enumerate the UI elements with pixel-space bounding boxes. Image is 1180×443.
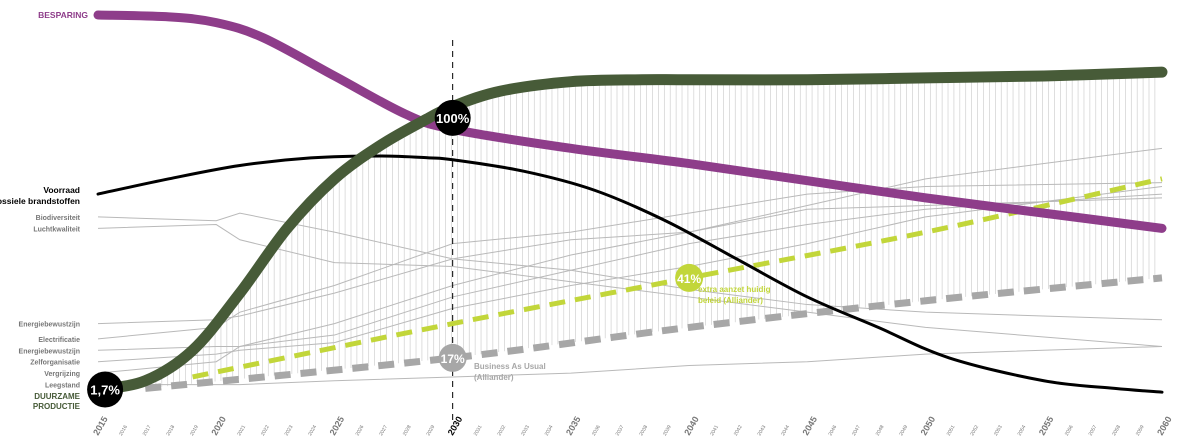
x-tick-label: 2058	[1111, 424, 1122, 437]
indicator-line	[97, 197, 1163, 325]
indicator-label: Biodiversiteit	[36, 215, 81, 222]
x-tick-label: 2040	[682, 415, 701, 437]
series-line	[144, 274, 1163, 392]
label-voorraad-2: Fossiele brandstoffen	[0, 196, 80, 206]
indicator-label: Vergrijzing	[44, 371, 80, 378]
x-tick-label: 2042	[733, 424, 744, 437]
x-tick-label: 2026	[355, 424, 366, 437]
x-tick-label: 2046	[828, 424, 839, 437]
x-tick-label: 2054	[1017, 424, 1028, 437]
x-tick-label: 2030	[446, 415, 465, 437]
indicator-line	[98, 345, 1163, 386]
series-line	[93, 10, 1167, 233]
x-axis-ticks: 2015 2016 2017 2018 2019 2020 2021 2022 2023 2024…	[91, 415, 1174, 437]
label-bau-1: Business As Usual	[474, 362, 546, 371]
x-tick-label: 2037	[615, 424, 626, 437]
x-tick-label: 2052	[969, 424, 980, 437]
label-voorraad-1: Voorraad	[43, 185, 80, 195]
x-tick-label: 2017	[142, 424, 153, 437]
x-tick-label: 2047	[851, 424, 862, 437]
indicator-label: Energiebewustzijn	[19, 348, 80, 355]
x-tick-label: 2053	[993, 424, 1004, 437]
label-duurzame-2: PRODUCTIE	[33, 402, 81, 411]
x-tick-label: 2033	[520, 424, 531, 437]
x-tick-label: 2025	[328, 415, 347, 437]
x-tick-label: 2032	[496, 424, 507, 437]
label-besparing: BESPARING	[38, 10, 88, 20]
x-tick-label: 2023	[284, 424, 295, 437]
marker-label: 1,7%	[90, 383, 120, 398]
x-tick-label: 2018	[165, 424, 176, 437]
x-tick-label: 2027	[378, 424, 389, 437]
series-line	[92, 66, 1168, 396]
indicator-labels: Biodiversiteit Luchtkwaliteit Energiebewus…	[19, 215, 81, 390]
indicator-label: Energiebewustzijn	[19, 322, 80, 329]
x-tick-label: 2031	[473, 424, 484, 437]
x-tick-label: 2035	[564, 415, 583, 437]
x-tick-label: 2019	[189, 424, 200, 437]
marker-circle	[87, 371, 124, 408]
indicator-line	[97, 193, 1163, 351]
marker-label: 100%	[436, 111, 470, 126]
marker-circle	[438, 343, 467, 372]
x-tick-label: 2050	[919, 415, 938, 437]
marker-circle	[675, 263, 704, 292]
x-tick-label: 2043	[757, 424, 768, 437]
series-lines	[92, 10, 1168, 396]
hatch-area	[149, 72, 1156, 388]
indicator-label: Leegstand	[45, 383, 80, 390]
x-tick-label: 2057	[1088, 424, 1099, 437]
label-beleid-2: beleid (Alliander)	[698, 296, 763, 305]
x-tick-label: 2016	[118, 424, 129, 437]
indicator-label: Zelforganisatie	[30, 360, 80, 367]
x-tick-label: 2028	[402, 424, 413, 437]
x-tick-label: 2022	[260, 424, 271, 437]
label-bau-2: (Alliander)	[474, 373, 514, 382]
x-tick-label: 2020	[209, 415, 228, 437]
marker-circle	[434, 99, 471, 136]
indicator-line	[97, 212, 1163, 321]
x-tick-label: 2038	[638, 424, 649, 437]
indicator-label: Luchtkwaliteit	[33, 226, 80, 233]
x-tick-label: 2041	[709, 424, 720, 437]
x-tick-label: 2039	[662, 424, 673, 437]
indicator-line	[97, 185, 1163, 363]
x-tick-label: 2036	[591, 424, 602, 437]
x-tick-label: 2060	[1155, 415, 1174, 437]
x-tick-label: 2024	[307, 424, 318, 437]
x-tick-label: 2044	[780, 424, 791, 437]
x-tick-label: 2056	[1064, 424, 1075, 437]
x-tick-label: 2055	[1037, 415, 1056, 437]
label-duurzame-1: DUURZAME	[34, 392, 80, 401]
x-tick-label: 2015	[91, 415, 110, 437]
indicator-line	[97, 224, 1163, 347]
x-tick-label: 2059	[1135, 424, 1146, 437]
x-tick-label: 2051	[946, 424, 957, 437]
x-tick-label: 2048	[875, 424, 886, 437]
value-markers: 100% 1,7% 41% 17%	[87, 99, 704, 408]
marker-label: 41%	[677, 272, 701, 286]
indicator-label: Electrificatie	[38, 337, 80, 344]
x-tick-label: 2049	[898, 424, 909, 437]
x-tick-label: 2045	[800, 415, 819, 437]
series-line	[96, 154, 1164, 394]
x-tick-label: 2034	[544, 424, 555, 437]
x-tick-label: 2021	[236, 424, 247, 437]
marker-label: 17%	[441, 352, 465, 366]
x-tick-label: 2029	[426, 424, 437, 437]
label-beleid-1: extra aanzet huidig	[698, 285, 771, 294]
